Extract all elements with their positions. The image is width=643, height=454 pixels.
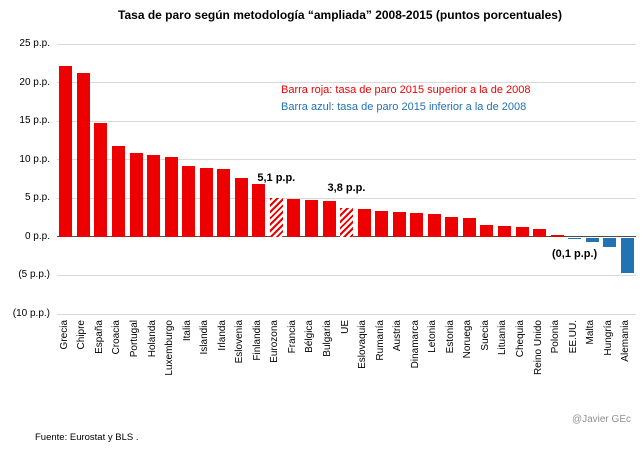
x-axis-label: Austria: [392, 320, 404, 352]
x-axis-label: Suecia: [479, 320, 491, 351]
x-axis-label: Letonia: [427, 320, 439, 353]
x-axis-label: Bélgica: [304, 320, 316, 353]
bar-chipre: [76, 72, 90, 237]
x-axis-label: Eurozona: [269, 320, 281, 363]
x-axis-label: Alemania: [620, 320, 632, 362]
x-axis-label: Noruega: [462, 320, 474, 359]
x-axis-label: Holanda: [146, 320, 158, 358]
source-note: Fuente: Eurostat y BLS .: [35, 432, 139, 443]
bar-eurozona: [269, 197, 283, 237]
legend-red-note: Barra roja: tasa de paro 2015 superior a…: [281, 84, 531, 96]
bar-dinamarca: [410, 212, 424, 237]
x-axis-label: Eslovaquia: [357, 320, 368, 369]
x-axis-label: Chequia: [515, 320, 526, 358]
bar-polonia: [550, 235, 564, 237]
x-axis-label: UE: [339, 320, 351, 334]
data-label: (0,1 p.p.): [551, 247, 598, 260]
gridline: [57, 197, 636, 199]
bar-letonia: [427, 213, 441, 237]
bar-suecia: [480, 224, 494, 237]
gridline: [57, 159, 636, 161]
data-label: 3,8 p.p.: [327, 181, 366, 194]
x-axis-label: Hungría: [602, 320, 614, 356]
bar-malta: [585, 237, 599, 243]
bar-luxemburgo: [164, 156, 178, 237]
gridline: [57, 82, 636, 84]
bar-estonia: [445, 216, 459, 237]
bar-portugal: [129, 152, 143, 237]
gridline: [57, 120, 636, 122]
bar-francia: [287, 199, 301, 237]
data-label: 5,1 p.p.: [257, 171, 296, 184]
bar-italia: [182, 165, 196, 237]
x-axis-label: Polonia: [550, 320, 561, 354]
x-axis-label: Reino Unido: [532, 320, 544, 376]
bar-ue: [340, 207, 353, 237]
bar-holanda: [147, 155, 160, 237]
x-axis-label: España: [93, 320, 105, 354]
x-axis-label: Irlanda: [216, 320, 228, 351]
x-axis-label: Eslovenia: [234, 320, 246, 364]
y-tick-label: 25 p.p.: [19, 38, 50, 49]
x-axis-label: Italia: [181, 320, 193, 342]
bar-bélgica: [304, 199, 318, 237]
x-axis-line: [57, 236, 636, 238]
bar-ee-uu-: [568, 237, 582, 239]
bar-españa: [94, 122, 108, 237]
x-axis-label: Luxemburgo: [164, 320, 175, 376]
x-axis-label: Rumanía: [374, 320, 386, 361]
bar-hungría: [603, 237, 617, 248]
chart-title: Tasa de paro según metodología “ampliada…: [118, 8, 562, 22]
gridline: [57, 43, 636, 45]
x-axis-label: EE.UU.: [567, 320, 579, 354]
y-tick-label: 5 p.p.: [24, 192, 50, 204]
bar-austria: [392, 212, 406, 237]
bar-chequia: [515, 226, 529, 237]
bar-rumanía: [375, 211, 389, 237]
x-axis-label: Dinamarca: [409, 320, 421, 369]
y-tick-label: 20 p.p.: [19, 76, 50, 88]
bar-islandia: [199, 168, 213, 237]
x-axis-label: Islandia: [199, 320, 211, 355]
bar-lituania: [497, 226, 511, 237]
legend-blue-note: Barra azul: tasa de paro 2015 inferior a…: [281, 101, 527, 113]
x-axis-label: Portugal: [129, 320, 140, 358]
gridline: [57, 274, 636, 276]
bar-eslovenia: [234, 177, 248, 237]
legend: Barra roja: tasa de paro 2015 superior a…: [281, 82, 531, 116]
gridline: [57, 313, 636, 315]
bar-finlandia: [252, 183, 266, 237]
y-tick-label: 0 p.p.: [24, 230, 50, 242]
x-axis-label: Lituania: [497, 320, 509, 356]
bar-reino-unido: [533, 229, 546, 237]
bar-bulgaria: [322, 200, 336, 237]
bar-irlanda: [217, 169, 231, 237]
x-axis-label: Croacia: [111, 320, 123, 355]
bar-noruega: [462, 218, 476, 237]
y-tick-label: 15 p.p.: [19, 115, 50, 127]
bar-croacia: [111, 145, 125, 237]
credit-note: @Javier GEc: [571, 414, 631, 425]
x-axis-label: Bulgaria: [322, 320, 333, 357]
x-axis-label: Finlandia: [251, 320, 263, 361]
y-tick-label: 10 p.p.: [19, 153, 50, 165]
y-tick-label: (5 p.p.): [18, 269, 50, 281]
x-axis-label: Malta: [585, 320, 597, 345]
x-axis-label: Grecia: [58, 320, 70, 350]
bar-alemania: [620, 237, 634, 273]
x-axis-label: Estonia: [444, 320, 456, 354]
y-tick-label: (10 p.p.): [12, 308, 50, 319]
bar-grecia: [59, 65, 73, 237]
x-axis-label: Francia: [286, 320, 298, 354]
x-axis-label: Chipre: [76, 320, 88, 350]
bar-eslovaquia: [357, 209, 371, 237]
